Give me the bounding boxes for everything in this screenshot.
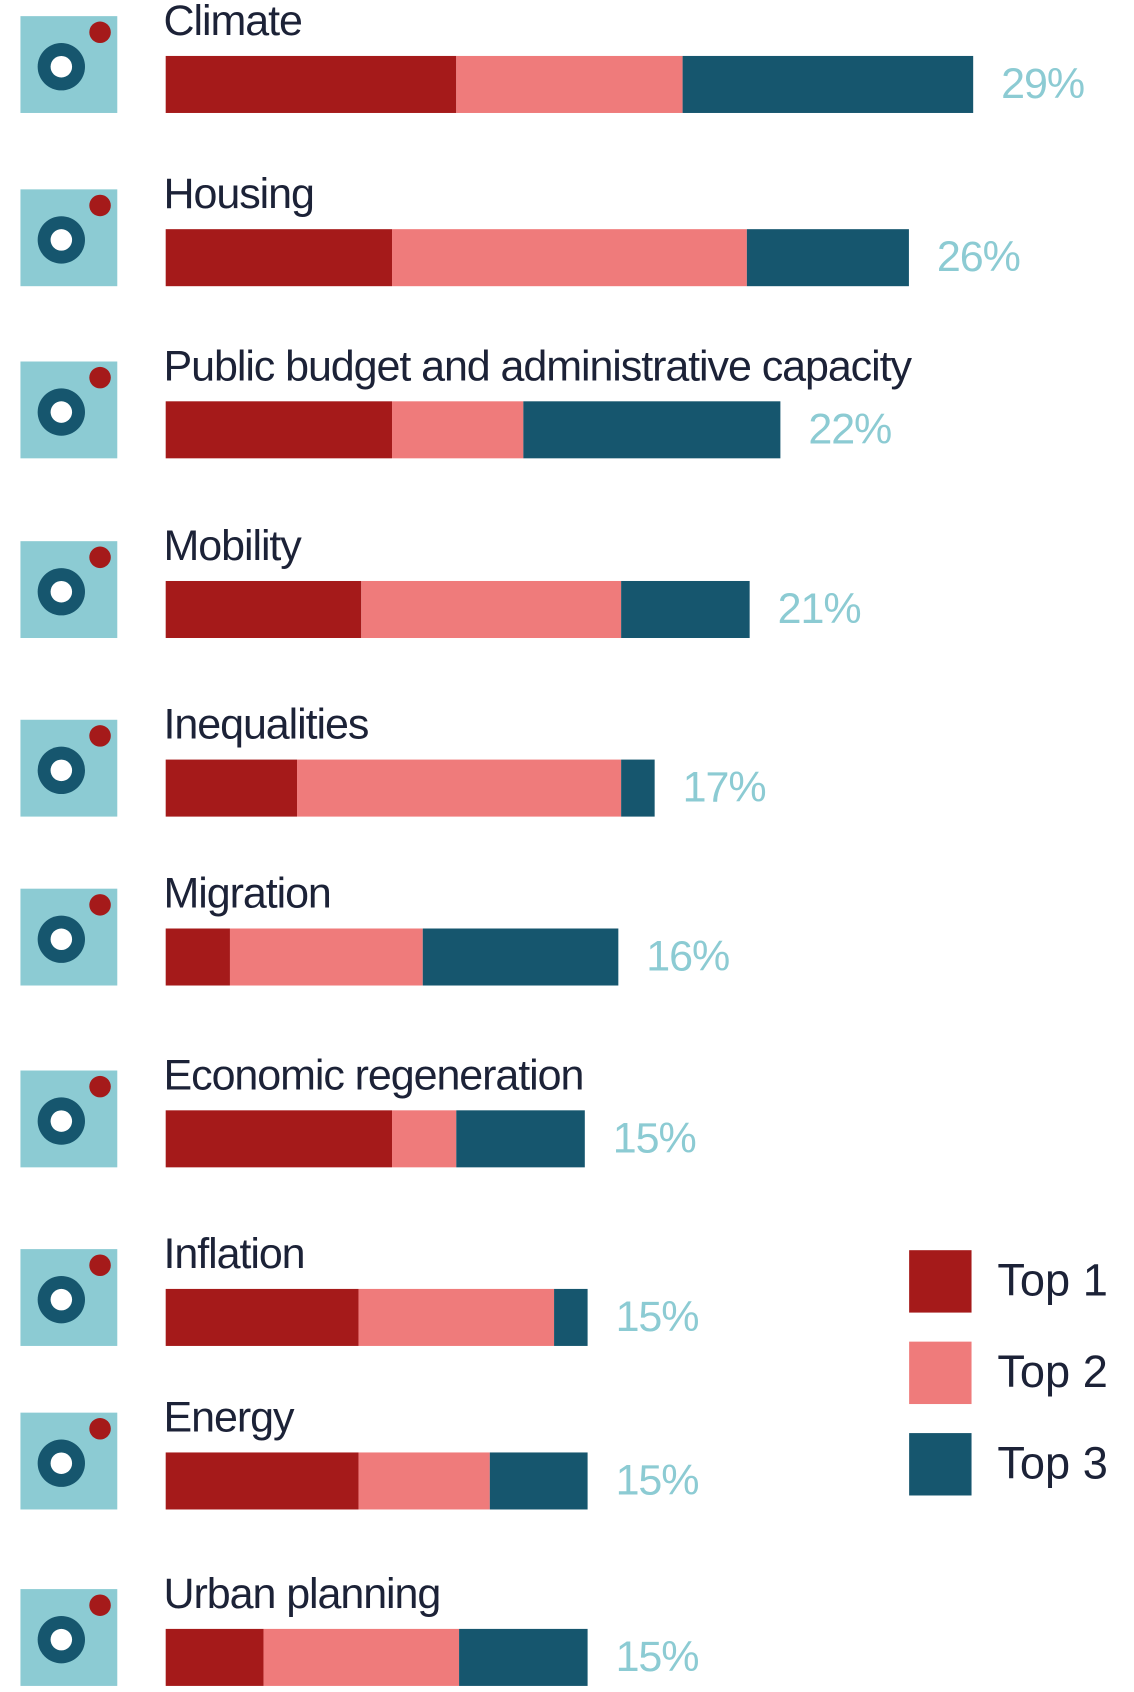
icon-accent [89, 1418, 111, 1440]
bar-segment [621, 580, 750, 639]
total-label: 16% [646, 933, 729, 981]
bar-segment [392, 401, 524, 459]
category-icon [20, 1412, 118, 1510]
bar-segment [229, 928, 423, 986]
bar-segment [554, 1288, 588, 1346]
total-label: 21% [778, 585, 861, 633]
bar-segment [263, 1628, 460, 1686]
bar-segment [361, 580, 622, 639]
icon-glyph-inner [50, 580, 73, 603]
category-icon [20, 719, 118, 817]
bar-segment [297, 759, 622, 817]
bar-segment [165, 1288, 359, 1346]
total-label: 26% [937, 233, 1020, 281]
legend-label: Top 3 [997, 1437, 1108, 1488]
legend-label: Top 2 [997, 1346, 1108, 1397]
total-label: 15% [613, 1114, 696, 1162]
bar-segment [165, 1110, 393, 1168]
total-label: 29% [1001, 60, 1084, 108]
icon-accent [89, 21, 111, 44]
icon-accent [89, 894, 111, 916]
icon-glyph-inner [50, 1110, 73, 1132]
bar-segment [165, 1628, 264, 1686]
icon-glyph-inner [50, 55, 73, 78]
bar-segment [456, 1110, 585, 1168]
icon-glyph-inner [50, 1628, 73, 1651]
category-icon [20, 189, 118, 287]
category-label: Mobility [164, 522, 303, 570]
total-label: 15% [616, 1293, 699, 1341]
category-icon [20, 1589, 118, 1686]
total-label: 15% [616, 1633, 699, 1681]
bar-segment [165, 759, 298, 817]
category-label: Housing [164, 170, 314, 218]
bar-segment [682, 55, 974, 113]
bar-segment [165, 229, 393, 287]
bar-segment [165, 928, 230, 986]
icon-accent [89, 366, 111, 389]
total-label: 17% [683, 764, 766, 812]
legend-swatch [909, 1250, 972, 1313]
icon-accent [89, 725, 111, 747]
bar-segment [165, 1452, 359, 1510]
bar-segment [746, 229, 909, 287]
category-icon [20, 16, 118, 113]
total-label: 22% [808, 405, 891, 453]
category-icon [20, 361, 118, 459]
icon-accent [89, 1075, 111, 1098]
total-label: 15% [616, 1456, 699, 1504]
icon-accent [89, 1594, 111, 1616]
bar-segment [523, 401, 781, 459]
category-label: Migration [164, 870, 331, 918]
bar-segment [165, 580, 362, 639]
icon-glyph-inner [50, 759, 73, 782]
category-label: Climate [164, 0, 302, 45]
icon-accent [89, 1254, 111, 1277]
category-icon [20, 888, 118, 986]
bar-segment [392, 1110, 457, 1168]
category-label: Economic regeneration [164, 1051, 584, 1099]
category-label: Inequalities [164, 701, 369, 749]
icon-accent [89, 546, 111, 569]
category-icon [20, 1070, 118, 1168]
icon-glyph-inner [50, 229, 73, 251]
bar-segment [358, 1452, 490, 1510]
bar-segment [459, 1628, 588, 1686]
icon-glyph-inner [50, 1452, 73, 1474]
bar-segment [456, 55, 683, 113]
icon-glyph-inner [50, 401, 73, 423]
bar-segment [165, 401, 393, 459]
bar-segment [358, 1288, 555, 1346]
category-label: Inflation [164, 1230, 305, 1278]
category-label: Urban planning [164, 1570, 441, 1618]
bar-segment [621, 759, 655, 817]
category-label: Public budget and administrative capacit… [164, 342, 913, 390]
category-label: Energy [164, 1394, 295, 1442]
bar-segment [422, 928, 619, 986]
legend-label: Top 1 [997, 1254, 1108, 1305]
icon-glyph-inner [50, 1288, 73, 1311]
icon-glyph-inner [50, 928, 73, 951]
bar-segment [489, 1452, 588, 1510]
category-icon [20, 541, 118, 639]
legend-swatch [909, 1433, 972, 1496]
bar-segment [392, 229, 747, 287]
icon-accent [89, 194, 111, 217]
category-icon [20, 1249, 118, 1346]
bar-segment [165, 55, 457, 113]
legend-swatch [909, 1341, 972, 1405]
